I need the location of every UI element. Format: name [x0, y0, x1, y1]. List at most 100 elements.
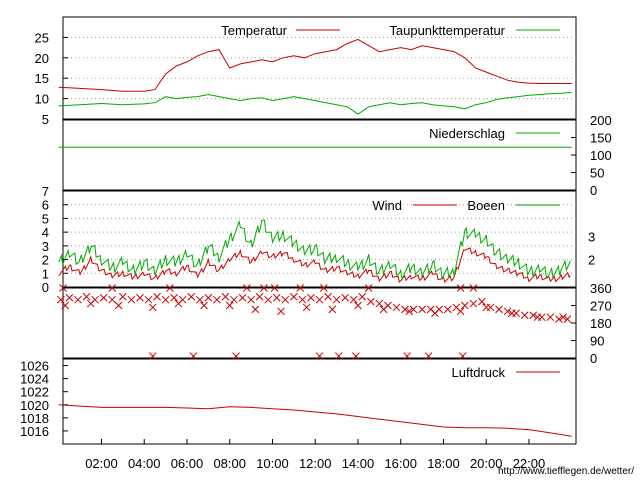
- y-tick-label: 1: [42, 266, 49, 281]
- direction-point: [264, 295, 273, 304]
- direction-point: [57, 295, 65, 304]
- direction-point: [255, 292, 264, 301]
- direction-point: [458, 352, 467, 360]
- y-tick-label: 4: [42, 225, 49, 240]
- x-tick-label: 18:00: [427, 456, 460, 471]
- direction-point: [251, 305, 260, 314]
- series-line-0: [58, 38, 572, 92]
- direction-point: [213, 295, 221, 304]
- source-url: http://www.tiefflegen.de/wetter/: [497, 466, 634, 477]
- direction-point: [478, 297, 486, 306]
- direction-point: [418, 305, 426, 314]
- direction-point: [405, 307, 414, 316]
- y-tick-label-right: 360: [590, 281, 612, 296]
- direction-point: [366, 297, 375, 306]
- direction-point: [247, 295, 255, 304]
- panel-frame: [62, 358, 577, 445]
- direction-point: [546, 313, 555, 322]
- x-tick-label: 08:00: [213, 456, 246, 471]
- direction-point: [508, 309, 516, 318]
- y-tick-label: 1016: [20, 424, 49, 439]
- direction-point: [99, 293, 108, 302]
- direction-point: [334, 352, 343, 360]
- x-tick-label: 04:00: [128, 456, 161, 471]
- y-tick-label: 1024: [20, 372, 49, 387]
- direction-point: [379, 305, 388, 314]
- panel-frame: [62, 190, 577, 288]
- direction-point: [332, 295, 341, 304]
- direction-point: [324, 292, 332, 301]
- direction-point: [144, 295, 153, 304]
- legend-wind: Wind: [372, 198, 402, 213]
- y-tick-label: 3: [42, 239, 49, 254]
- direction-point: [204, 293, 213, 302]
- x-tick-label: 12:00: [299, 456, 332, 471]
- direction-point: [296, 284, 305, 292]
- y-tick-label-right: 180: [590, 316, 612, 331]
- direction-point: [114, 301, 123, 310]
- direction-point: [503, 307, 512, 316]
- y-tick-label: 5: [42, 112, 49, 127]
- y-tick-label: 0: [42, 280, 49, 295]
- panel-frame: [62, 16, 577, 120]
- direction-point: [349, 295, 358, 304]
- direction-point: [392, 303, 401, 312]
- direction-point: [302, 303, 311, 312]
- direction-point: [221, 292, 230, 301]
- direction-point: [200, 301, 208, 310]
- direction-point: [148, 352, 157, 360]
- direction-point: [533, 313, 542, 322]
- direction-point: [469, 299, 478, 308]
- y-tick-label: 10: [35, 92, 49, 107]
- y-tick-label: 2: [42, 253, 49, 268]
- direction-point: [170, 293, 179, 302]
- direction-point: [563, 315, 572, 323]
- direction-point: [520, 311, 529, 320]
- direction-point: [401, 305, 409, 314]
- series-line-boeen: [58, 219, 571, 282]
- y-tick-label: 1020: [20, 398, 49, 413]
- direction-point: [230, 295, 238, 304]
- direction-point: [59, 284, 67, 292]
- y-tick-label-right: 200: [590, 113, 612, 128]
- direction-point: [403, 352, 411, 360]
- direction-point: [409, 305, 418, 314]
- y-tick-label: 7: [42, 184, 49, 199]
- y-tick-label-right: 0: [590, 351, 597, 366]
- direction-point: [364, 284, 373, 292]
- y-tick-label-right: 90: [590, 334, 604, 349]
- direction-point: [529, 311, 538, 320]
- direction-point: [307, 293, 315, 302]
- direction-point: [298, 295, 307, 304]
- y-tick-label-right: 3: [588, 229, 595, 244]
- direction-point: [118, 292, 127, 301]
- y-tick-label: 1026: [20, 359, 49, 374]
- direction-point: [187, 292, 196, 301]
- direction-point: [555, 315, 563, 323]
- direction-point: [341, 293, 350, 302]
- direction-point: [86, 299, 95, 308]
- direction-point: [238, 293, 247, 302]
- y-tick-label-right: 270: [590, 299, 612, 314]
- y-tick-label-right: 150: [590, 131, 612, 146]
- y-tick-label: 15: [35, 71, 49, 86]
- direction-point: [319, 284, 328, 292]
- direction-point: [315, 352, 324, 360]
- x-tick-label: 22:00: [513, 456, 546, 471]
- legend-temperatur: Temperatur: [221, 23, 287, 38]
- direction-point: [61, 301, 69, 310]
- direction-point: [456, 284, 465, 292]
- direction-point: [82, 292, 91, 301]
- series-line-luftdruck: [58, 404, 572, 437]
- direction-point: [272, 293, 281, 302]
- direction-point: [270, 284, 279, 292]
- direction-point: [65, 293, 74, 302]
- x-tick-label: 10:00: [256, 456, 289, 471]
- direction-point: [495, 305, 503, 314]
- y-tick-label-right: 0: [590, 183, 597, 198]
- direction-point: [74, 295, 82, 304]
- direction-point: [242, 284, 251, 292]
- direction-point: [460, 301, 469, 310]
- y-tick-label-right: 2: [588, 253, 595, 268]
- series-line-1: [58, 92, 572, 115]
